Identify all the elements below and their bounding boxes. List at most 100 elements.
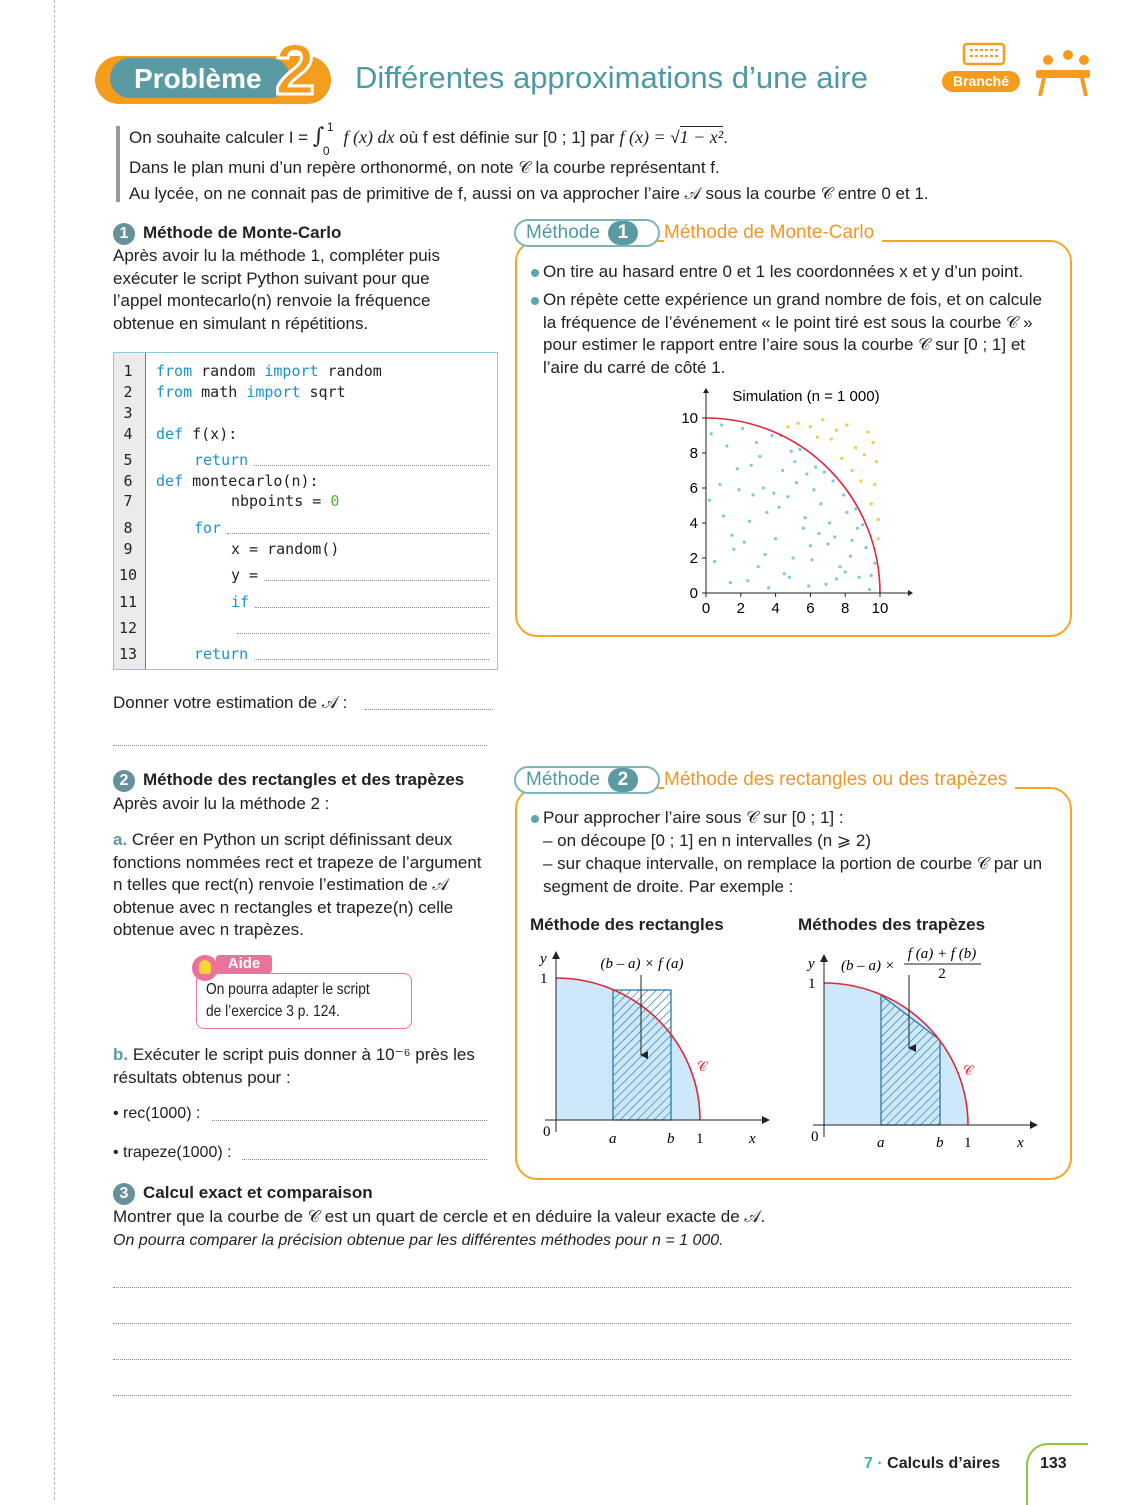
code-token: montecarlo(n): — [183, 472, 319, 490]
bullet — [531, 815, 539, 823]
integral: ∫ 1 0 — [312, 120, 339, 158]
fill-in-line — [254, 450, 489, 466]
method-tag-number: 1 — [607, 221, 638, 245]
scatter-point — [873, 561, 877, 565]
method-tag: Méthode 1 — [514, 219, 660, 247]
x-tick-label: 8 — [841, 600, 849, 617]
scatter-point — [774, 537, 778, 541]
keyboard-keys — [970, 49, 998, 57]
axis-label: x — [748, 1131, 756, 1147]
table-icon — [1036, 70, 1090, 78]
exercise-heading: 2 Méthode des rectangles et des trapèzes — [113, 769, 464, 792]
tick-label: a — [609, 1131, 617, 1147]
scatter-point — [742, 540, 746, 544]
scatter-point — [765, 510, 769, 515]
answer-line — [242, 1159, 487, 1160]
scatter-point — [787, 575, 792, 579]
line-number: 5 — [123, 451, 133, 469]
scatter-point — [840, 456, 844, 460]
curve-label: 𝒞 — [963, 1064, 975, 1079]
scatter-point — [767, 586, 771, 590]
axis-arrow — [703, 388, 913, 596]
footer-chapter: 7 · Calculs d’aires — [864, 1453, 1000, 1475]
y-tick-label: 10 — [681, 410, 698, 427]
exercise-heading: 1 Méthode de Monte-Carlo — [113, 222, 341, 245]
exercise-title: Méthode de Monte-Carlo — [143, 223, 342, 242]
code-line: def montecarlo(n): — [156, 471, 489, 491]
scatter-point — [850, 468, 854, 473]
header-label: Problème — [134, 63, 262, 94]
code-line: def f(x): — [156, 424, 489, 444]
aide-label: Aide — [216, 955, 272, 973]
scatter-point — [876, 537, 880, 541]
scatter-point — [854, 507, 858, 511]
tick-label: b — [667, 1131, 675, 1147]
question-label: b. — [113, 1045, 129, 1064]
exercise-number: 3 — [113, 1183, 135, 1205]
answer-line — [113, 1323, 1071, 1324]
fill-in-line — [264, 565, 489, 581]
scatter-point — [791, 556, 795, 560]
curve-label: 𝒞 — [697, 1060, 709, 1075]
code-token: y = — [231, 566, 259, 584]
code-token: return — [194, 451, 249, 469]
scatter-point — [843, 570, 847, 574]
formula: (b – a) × f (a) — [600, 956, 683, 972]
scatter-point — [869, 502, 873, 506]
code-token: for — [194, 519, 222, 537]
exercise-heading: 3 Calcul exact et comparaison — [113, 1182, 373, 1205]
scatter-point — [812, 488, 816, 492]
line-number: 4 — [123, 425, 133, 443]
code-token: import — [246, 383, 301, 401]
exercise-number: 2 — [113, 770, 135, 792]
method-dash: – on découpe [0 ; 1] en n intervalles (n… — [543, 831, 871, 850]
scatter-point — [720, 423, 724, 427]
scatter-point — [735, 467, 739, 471]
scatter-point — [796, 421, 800, 425]
line-number: 11 — [118, 593, 138, 611]
x-tick-label: 6 — [806, 600, 814, 617]
scatter-point — [737, 488, 741, 492]
people-icon — [1063, 50, 1073, 60]
x-tick-label: 4 — [771, 600, 779, 617]
method-title: Méthode de Monte-Carlo — [664, 222, 883, 244]
chapter-number: 7 — [864, 1455, 873, 1472]
scatter-point — [841, 493, 846, 497]
rectangle — [612, 989, 672, 1121]
upper-bound: 1 — [326, 120, 334, 134]
scatter-point — [728, 580, 732, 585]
scatter-point — [721, 514, 726, 518]
fill-in-line — [255, 592, 489, 608]
scatter-point — [873, 482, 877, 487]
integral-sign: ∫ — [312, 124, 325, 149]
line-number: 12 — [118, 619, 138, 637]
code-token: import — [264, 362, 319, 380]
function: f (x) = — [619, 127, 666, 147]
people-icon — [1043, 55, 1053, 65]
scatter-point — [789, 449, 793, 453]
scatter-point — [786, 495, 790, 499]
scatter-point — [867, 587, 872, 592]
scatter-point — [780, 468, 785, 473]
bullet — [531, 297, 539, 305]
scatter-point — [869, 573, 873, 578]
scatter-point — [817, 531, 821, 536]
intro-line: On souhaite calculer I = ∫ 1 0 f (x) dx … — [129, 120, 728, 158]
header-number: 2 — [273, 30, 316, 110]
scatter-point — [866, 430, 870, 434]
fill-in-line — [237, 618, 489, 634]
code-token: nbpoints = — [231, 492, 331, 510]
code-token: random — [192, 362, 265, 380]
scatter-point — [820, 418, 825, 422]
line-number: 9 — [123, 540, 133, 558]
scatter-point — [864, 545, 868, 550]
answer-line — [212, 1120, 487, 1121]
scatter-point — [808, 425, 813, 429]
scatter-point — [854, 446, 858, 450]
method-dash: – sur chaque intervalle, on remplace la … — [543, 854, 1043, 896]
question-text: Exécuter le script puis donner à 10⁻⁶ pr… — [113, 1045, 475, 1087]
scatter-point — [861, 523, 865, 527]
scatter-point — [805, 472, 809, 476]
y-tick-label: 0 — [690, 585, 698, 602]
tick-label: b — [936, 1135, 944, 1151]
